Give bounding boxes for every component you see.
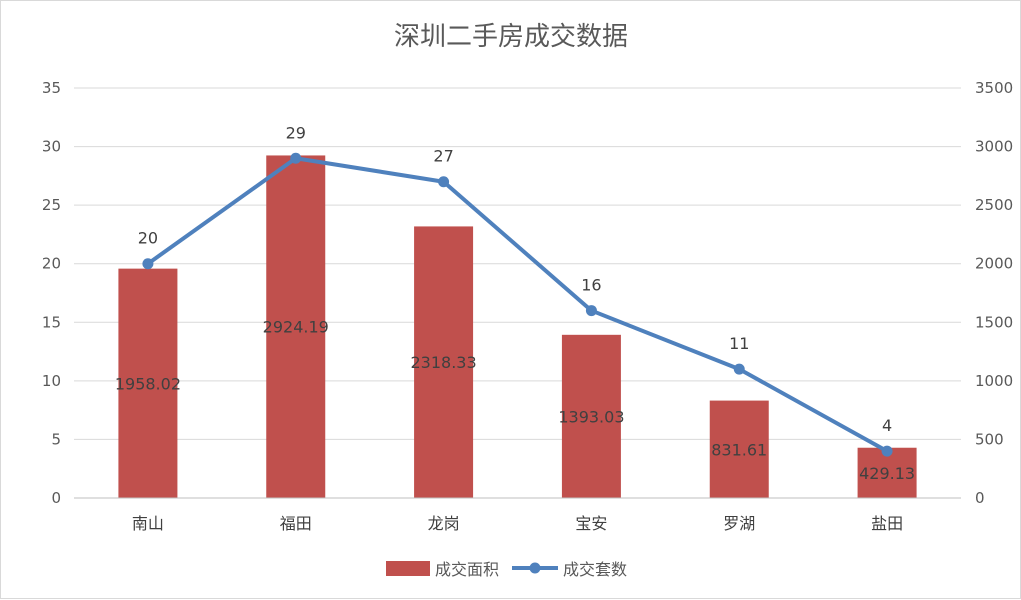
bar — [118, 268, 178, 498]
line-point — [585, 305, 597, 317]
left-tick-label: 15 — [42, 313, 61, 331]
line-point — [142, 258, 154, 270]
line-series: 20 29 27 16 11 4 — [138, 123, 893, 457]
category-axis: 南山 福田 龙岗 宝安 罗湖 盐田 — [74, 497, 961, 533]
line-data-label: 20 — [138, 229, 158, 248]
chart-title: 深圳二手房成交数据 — [394, 22, 628, 52]
category-label: 罗湖 — [723, 514, 755, 533]
left-tick-label: 5 — [51, 430, 61, 448]
category-label: 南山 — [132, 514, 164, 533]
left-axis: 0 5 10 15 20 25 30 35 — [42, 79, 61, 507]
right-tick-label: 1500 — [975, 313, 1013, 331]
bar — [266, 155, 326, 498]
bar — [561, 334, 621, 498]
left-tick-label: 30 — [42, 138, 61, 156]
bar — [414, 226, 474, 498]
line-data-label: 4 — [882, 416, 892, 435]
gridlines — [74, 87, 961, 499]
line-point — [733, 363, 745, 375]
bar-data-label: 2924.19 — [263, 318, 329, 337]
left-tick-label: 35 — [42, 79, 61, 97]
right-axis: 0 500 1000 1500 2000 2500 3000 3500 — [975, 79, 1013, 507]
legend-label: 成交面积 — [435, 560, 499, 579]
bar-data-label: 831.61 — [711, 440, 767, 459]
right-tick-label: 0 — [975, 489, 985, 507]
left-tick-label: 0 — [51, 489, 61, 507]
legend: 成交面积 成交套数 — [386, 560, 627, 579]
left-tick-label: 20 — [42, 255, 61, 273]
line-data-label: 29 — [286, 123, 306, 142]
line-data-label: 16 — [581, 276, 601, 295]
legend-swatch-bar — [386, 561, 430, 576]
line-data-label: 11 — [729, 334, 749, 353]
right-tick-label: 2000 — [975, 255, 1013, 273]
line-point — [881, 445, 893, 457]
line-point — [290, 152, 302, 164]
right-tick-label: 2500 — [975, 196, 1013, 214]
left-tick-label: 25 — [42, 196, 61, 214]
legend-label: 成交套数 — [563, 560, 627, 579]
right-tick-label: 1000 — [975, 372, 1013, 390]
left-tick-label: 10 — [42, 372, 61, 390]
category-label: 盐田 — [871, 514, 903, 533]
bar — [709, 400, 769, 498]
line-point — [438, 176, 450, 188]
bar-data-label: 2318.33 — [410, 353, 476, 372]
right-tick-label: 3500 — [975, 79, 1013, 97]
line-data-label: 27 — [433, 147, 453, 166]
legend-marker — [529, 562, 541, 574]
category-label: 宝安 — [575, 514, 607, 533]
category-label: 福田 — [280, 514, 312, 533]
right-tick-label: 500 — [975, 430, 1004, 448]
bar-data-label: 1958.02 — [115, 374, 181, 393]
bar-data-label: 1393.03 — [558, 407, 624, 426]
bar-series: 1958.02 2924.19 2318.33 1393.03 831.61 429.13 — [115, 155, 917, 498]
bar-data-label: 429.13 — [859, 464, 915, 483]
right-tick-label: 3000 — [975, 138, 1013, 156]
series-line — [145, 156, 890, 454]
category-label: 龙岗 — [428, 514, 460, 533]
